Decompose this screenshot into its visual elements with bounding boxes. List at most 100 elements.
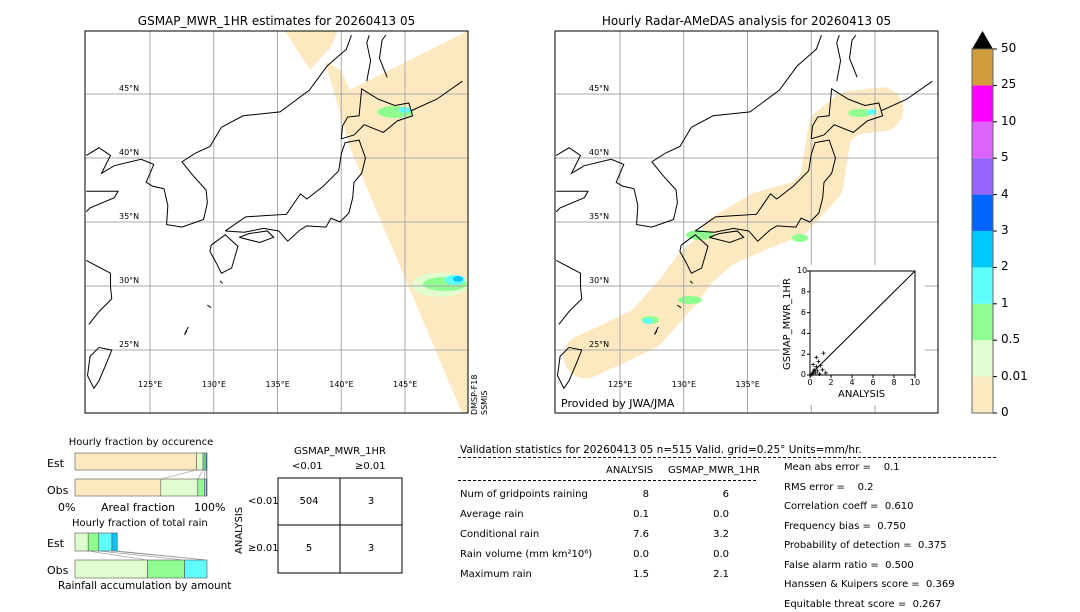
- fraction-bar-segment: [74, 452, 197, 471]
- score-line: Probability of detection = 0.375: [784, 540, 947, 551]
- coastline: [85, 147, 165, 190]
- sensor-label: DMSP-F18 SSMIS: [470, 375, 490, 415]
- lon-label: 125°E: [138, 380, 163, 389]
- colorbar-label: 5: [1001, 150, 1009, 165]
- lat-label: 40°N: [119, 148, 140, 157]
- coastline: [694, 139, 836, 242]
- stats-row-label: Average rain: [460, 509, 524, 520]
- stats-row-label: Conditional rain: [460, 529, 540, 540]
- score-line: Mean abs error = 0.1: [784, 462, 900, 473]
- colorbar-label: 4: [1001, 186, 1009, 201]
- contingency-title: GSMAP_MWR_1HR: [294, 446, 386, 457]
- stats-row-gsmap: 0.0: [713, 509, 729, 520]
- scatter-y-tick-label: 4: [800, 328, 806, 338]
- cell-false-alarm: 3: [367, 496, 375, 507]
- colorbar-swatch: [972, 340, 993, 377]
- coastline: [209, 234, 239, 274]
- colorbar-label: 0.5: [1001, 332, 1021, 347]
- coastline: [556, 259, 583, 325]
- scatter-point: [811, 369, 816, 374]
- stats-header: Validation statistics for 20260413 05 n=…: [460, 444, 862, 456]
- colorbar-label: 10: [1001, 113, 1017, 128]
- lat-label: 45°N: [119, 84, 140, 93]
- stats-row-label: Maximum rain: [460, 569, 532, 580]
- scatter-xlabel: ANALYSIS: [838, 389, 886, 400]
- fraction-bar-segment: [206, 452, 208, 471]
- sensor-platform: DMSP-F18: [470, 374, 479, 415]
- lon-label: 135°E: [735, 380, 760, 389]
- stats-col-analysis: ANALYSIS: [606, 465, 654, 476]
- fraction-connector: [204, 469, 206, 480]
- coastline: [679, 234, 709, 274]
- radar-rain-area: [848, 109, 872, 117]
- coastline: [557, 346, 583, 390]
- row-axis-label: ANALYSIS: [234, 506, 245, 554]
- occurrence-title: Hourly fraction by occurence: [68, 437, 214, 448]
- lat-label: 25°N: [589, 340, 610, 349]
- stats-table-divider: [458, 480, 756, 481]
- scatter-inset: [780, 265, 925, 405]
- occ-obs-label: Obs: [47, 484, 69, 497]
- scatter-point: [814, 364, 819, 369]
- colorbar-swatch: [972, 231, 993, 268]
- coastline: [848, 34, 858, 78]
- coastline: [86, 259, 113, 325]
- col-header-ge: ≥0.01: [355, 461, 386, 472]
- scatter-ylabel: GSMAP_MWR_1HR: [782, 278, 793, 370]
- cell-hit-none: 504: [299, 496, 319, 507]
- stats-row-gsmap: 0.0: [713, 549, 729, 560]
- scatter-x-tick-label: 10: [909, 378, 921, 387]
- lat-label: 40°N: [589, 148, 610, 157]
- occ-xlabel: Areal fraction: [101, 501, 176, 514]
- occ-x-right: 100%: [194, 501, 226, 514]
- sensor-instrument: SSMIS: [480, 390, 489, 416]
- score-line: RMS error = 0.2: [784, 481, 874, 493]
- coastline: [85, 190, 120, 213]
- colorbar-swatch: [972, 85, 993, 122]
- lat-label: 35°N: [589, 212, 610, 221]
- scatter-x-tick-label: 2: [828, 378, 834, 387]
- coastline: [340, 88, 414, 140]
- stats-row-gsmap: 6: [722, 489, 729, 500]
- radar-rain-area: [686, 230, 714, 240]
- scatter-diagonal: [809, 270, 916, 376]
- radar-rain-area: [678, 296, 702, 304]
- score-line: Correlation coeff = 0.610: [784, 501, 914, 512]
- scatter-point: [811, 362, 816, 367]
- lat-label: 45°N: [589, 84, 610, 93]
- scatter-x-tick-label: 4: [849, 378, 855, 387]
- stats-divider: [458, 457, 996, 458]
- coastline: [207, 304, 212, 309]
- fraction-bar-segment: [184, 559, 208, 579]
- colorbar-label: 50: [1001, 41, 1017, 55]
- rain-area-max: [453, 276, 463, 282]
- coastline: [689, 280, 694, 284]
- col-header-lt: <0.01: [292, 461, 323, 472]
- coastline: [709, 230, 745, 244]
- coastline: [555, 190, 590, 213]
- lat-label: 30°N: [589, 276, 610, 285]
- stats-row-label: Rain volume (mm km²10⁶): [460, 549, 593, 560]
- coastline: [378, 34, 388, 78]
- left-map: [84, 30, 469, 414]
- lon-label: 145°E: [393, 380, 418, 389]
- coastline: [224, 139, 366, 242]
- lon-label: 130°E: [671, 380, 697, 389]
- cell-miss: 5: [305, 543, 313, 554]
- coastline: [555, 147, 635, 190]
- row-header-lt: <0.01: [248, 496, 279, 507]
- scatter-point: [823, 370, 828, 375]
- lon-label: 135°E: [265, 380, 290, 389]
- coastline: [239, 230, 275, 244]
- coastline: [810, 88, 884, 140]
- colorbar-label: 25: [1001, 77, 1017, 92]
- colorbar-label: 3: [1001, 223, 1009, 237]
- stats-row-analysis: 8: [642, 489, 649, 500]
- lon-label: 125°E: [608, 380, 633, 389]
- scatter-y-tick-label: 2: [800, 349, 806, 359]
- scatter-point: [810, 371, 815, 376]
- coastline: [87, 346, 113, 390]
- stats-col-gsmap: GSMAP_MWR_1HR: [668, 465, 760, 476]
- coastline: [653, 326, 659, 335]
